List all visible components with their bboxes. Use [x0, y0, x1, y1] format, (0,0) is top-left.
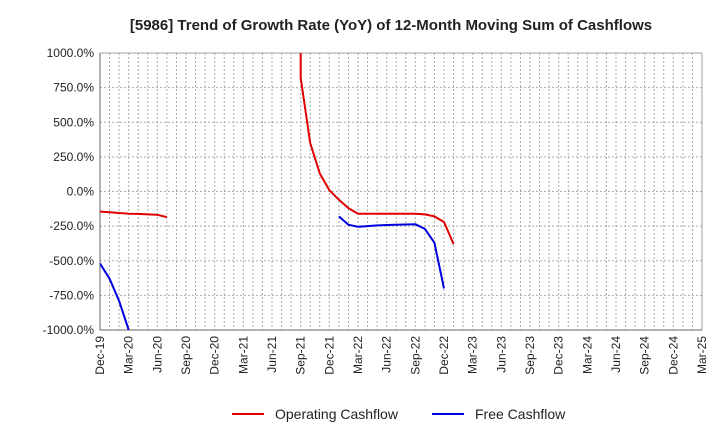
x-tick-label: Jun-20 — [150, 336, 164, 373]
x-tick-label: Dec-22 — [437, 336, 451, 375]
y-tick-label: -500.0% — [49, 254, 94, 268]
chart-title: [5986] Trend of Growth Rate (YoY) of 12-… — [130, 17, 652, 34]
y-tick-label: -750.0% — [49, 288, 94, 302]
x-tick-label: Mar-23 — [466, 336, 480, 374]
x-tick-label: Jun-22 — [380, 336, 394, 373]
legend-label-operating-cashflow: Operating Cashflow — [275, 406, 399, 422]
x-tick-label: Sep-24 — [638, 336, 652, 375]
x-tick-label: Sep-20 — [179, 336, 193, 375]
x-tick-label: Jun-21 — [265, 336, 279, 373]
x-tick-label: Jun-23 — [494, 336, 508, 373]
y-tick-label: 0.0% — [67, 185, 95, 199]
y-tick-label: 500.0% — [53, 115, 94, 129]
x-tick-label: Dec-21 — [322, 336, 336, 375]
x-tick-label: Mar-20 — [122, 336, 136, 374]
x-tick-label: Dec-24 — [666, 336, 680, 375]
axis-layer: 1000.0% 750.0% 500.0% 250.0% 0.0% -250.0% -500… — [43, 46, 709, 375]
y-tick-label: -1000.0% — [43, 323, 95, 337]
x-tick-label: Sep-23 — [523, 336, 537, 375]
x-tick-label: Dec-23 — [552, 336, 566, 375]
series-line-operating-cashflow-segment-1 — [100, 210, 168, 219]
legend-label-free-cashflow: Free Cashflow — [475, 406, 566, 422]
y-tick-label: 1000.0% — [47, 46, 95, 60]
y-tick-label: 750.0% — [53, 81, 94, 95]
x-tick-label: Sep-21 — [294, 336, 308, 375]
series-line-free-cashflow-segment-1 — [100, 262, 130, 330]
x-tick-label: Mar-25 — [695, 336, 709, 374]
grid-layer — [99, 52, 703, 331]
series-layer — [100, 53, 455, 330]
x-tick-label: Dec-19 — [93, 336, 107, 375]
y-tick-label: -250.0% — [49, 219, 94, 233]
x-tick-label: Mar-24 — [580, 336, 594, 374]
x-tick-label: Mar-21 — [236, 336, 250, 374]
x-tick-label: Sep-22 — [408, 336, 422, 375]
x-tick-label: Jun-24 — [609, 336, 623, 373]
series-line-operating-cashflow-segment-2 — [299, 53, 455, 245]
y-tick-label: 250.0% — [53, 150, 94, 164]
legend: Operating Cashflow Free Cashflow — [232, 406, 566, 422]
x-tick-label: Dec-20 — [208, 336, 222, 375]
x-tick-label: Mar-22 — [351, 336, 365, 374]
series-line-free-cashflow-segment-2 — [338, 215, 445, 289]
